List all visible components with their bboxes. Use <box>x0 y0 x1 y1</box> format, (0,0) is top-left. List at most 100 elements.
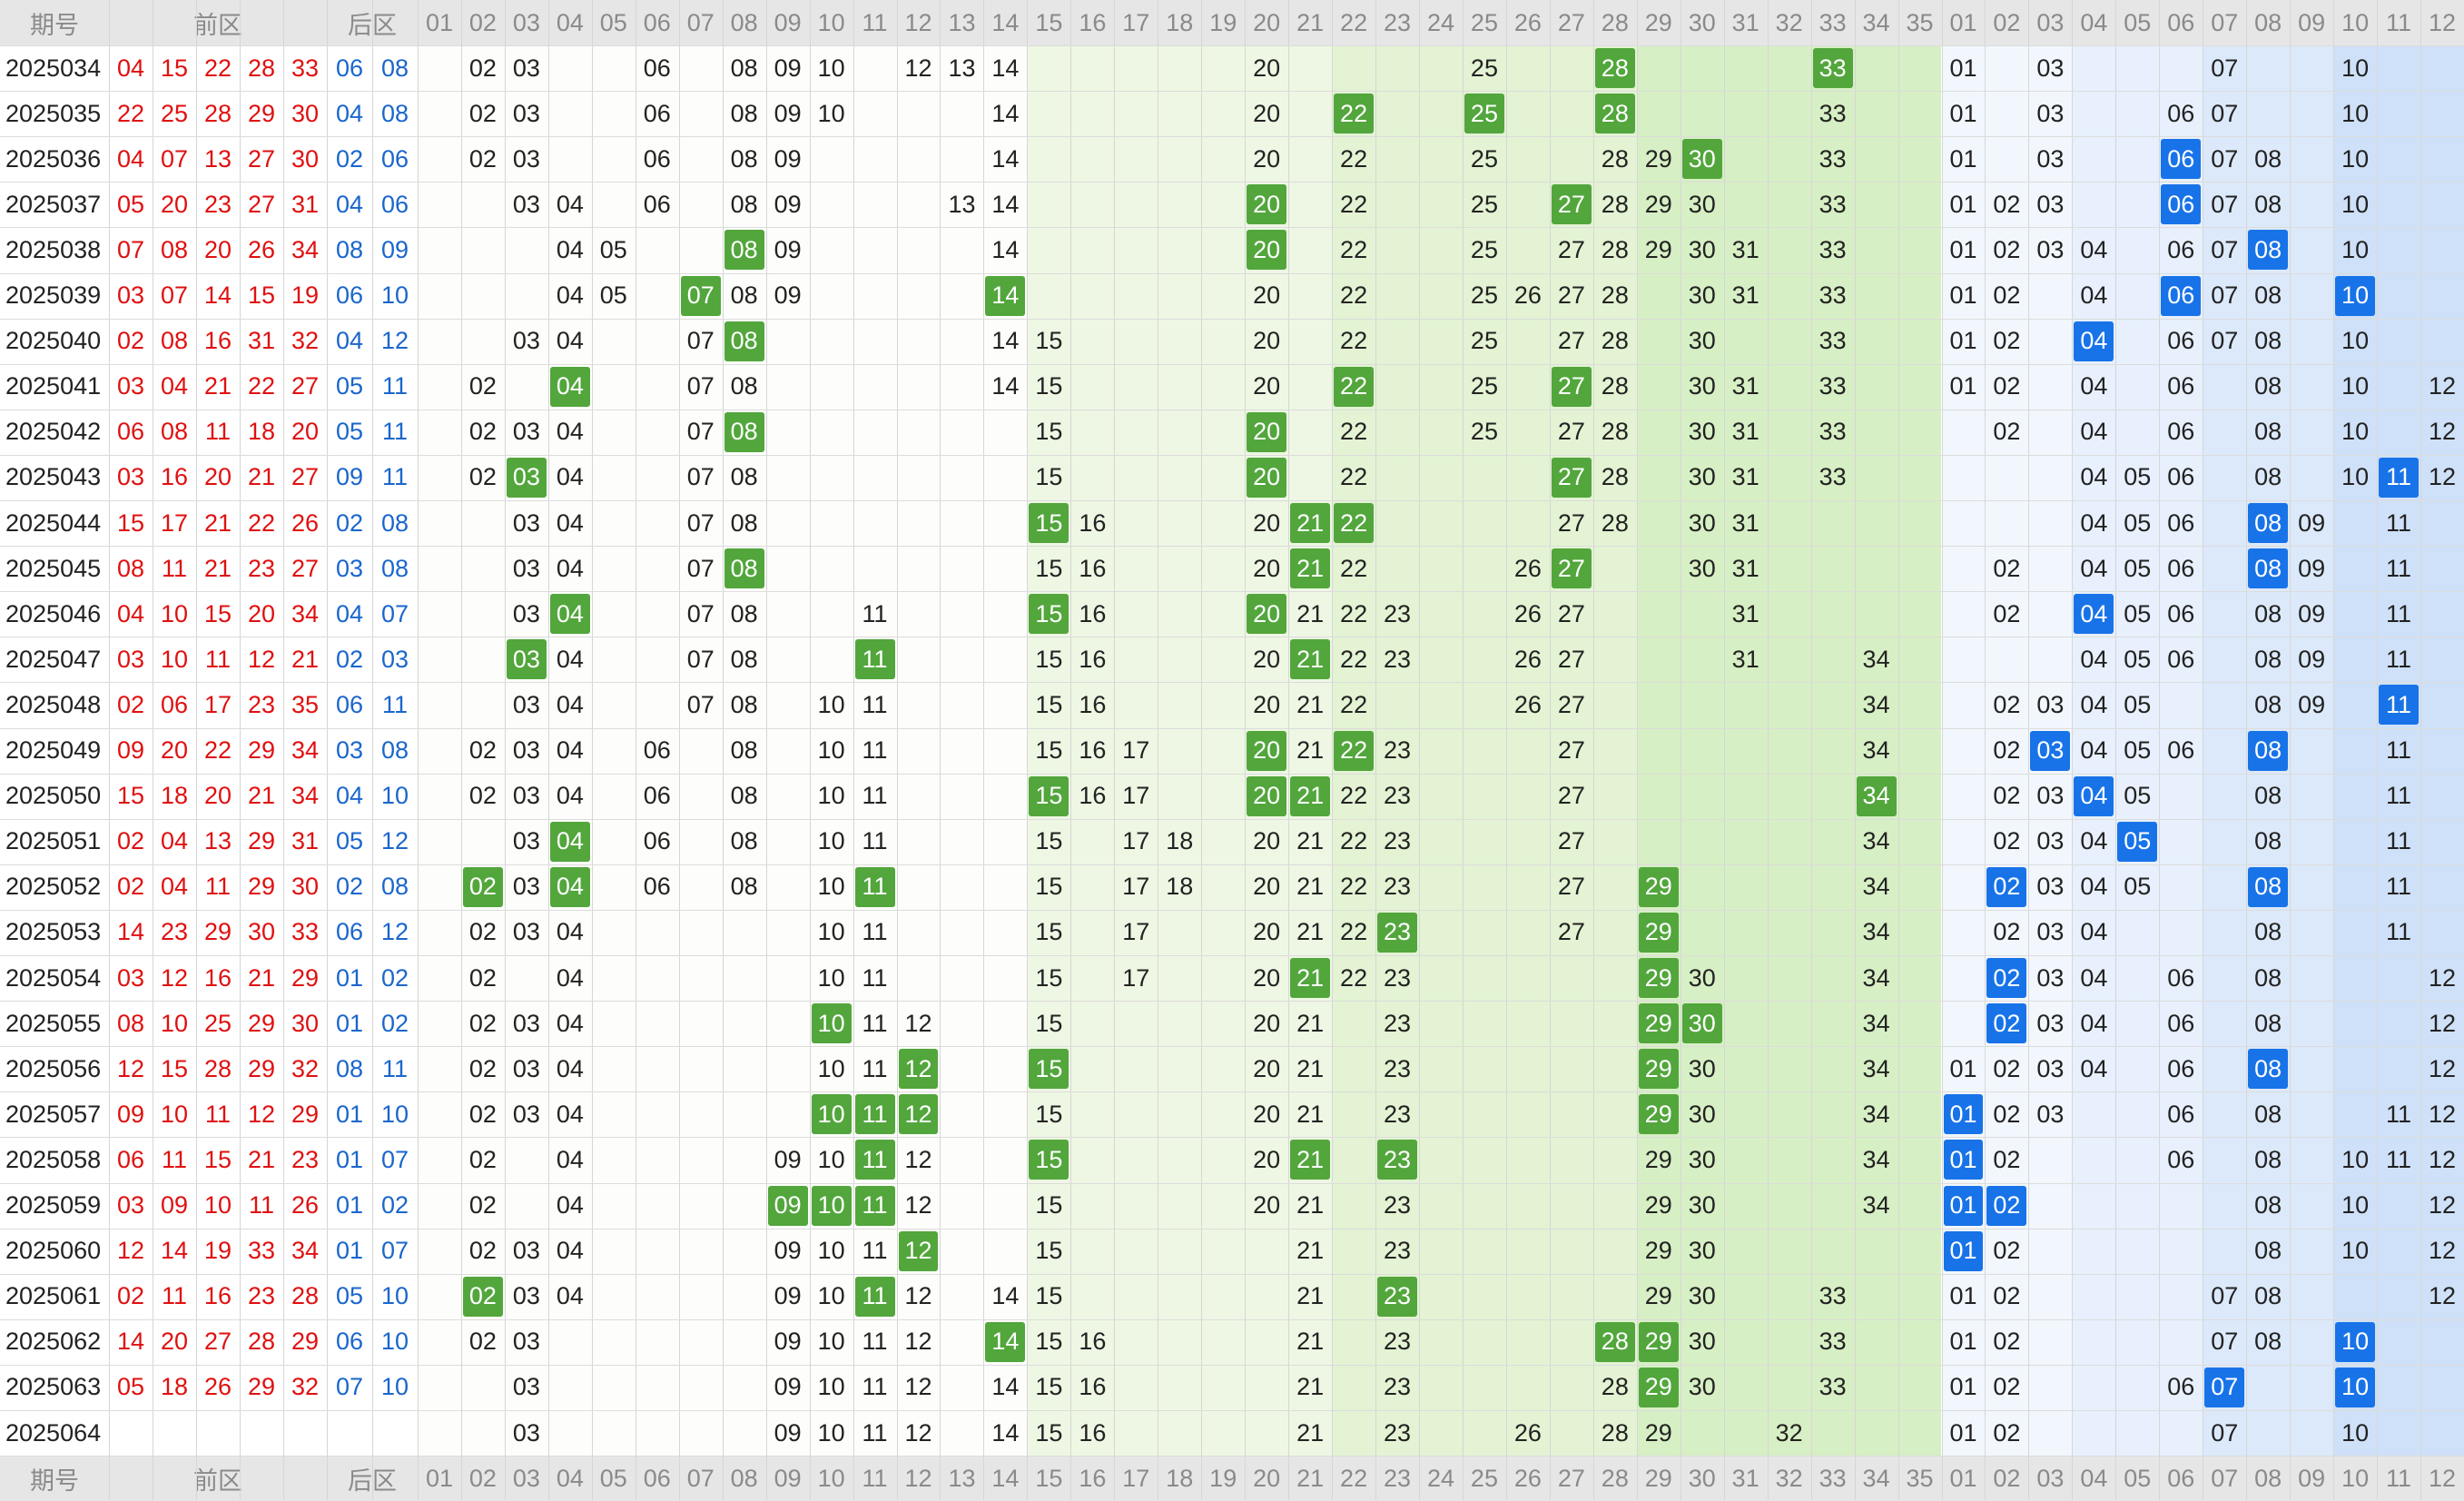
front-hit-marker: 21 <box>1290 548 1331 589</box>
front-hit-marker: 15 <box>1029 1140 1069 1180</box>
back-zone-number: 08 <box>2254 963 2282 992</box>
back-zone-number: 06 <box>2167 418 2195 446</box>
back-zone-number: 08 <box>2254 1237 2282 1265</box>
back-zone-number: 07 <box>2211 327 2239 355</box>
drawn-front-number: 21 <box>203 509 232 537</box>
header-front-col-03: 03 <box>504 0 548 45</box>
header-front-col-05: 05 <box>591 0 636 45</box>
front-zone-number: 34 <box>1862 1100 1890 1128</box>
front-zone-number: 31 <box>1731 372 1759 400</box>
grid-line-vertical <box>1897 0 1899 1500</box>
footer-front-col-24: 24 <box>1419 1456 1463 1501</box>
header-front-col-23: 23 <box>1375 0 1420 45</box>
issue-label: 2025062 <box>5 1328 102 1356</box>
drawn-front-number: 12 <box>116 1237 145 1265</box>
back-zone-number: 12 <box>2428 418 2457 446</box>
front-hit-marker: 10 <box>811 1094 852 1135</box>
front-zone-number: 09 <box>774 99 802 127</box>
back-zone-number: 02 <box>1993 418 2021 446</box>
drawn-front-number: 29 <box>247 1373 276 1401</box>
drawn-front-number: 14 <box>116 1328 145 1356</box>
back-hit-marker: 06 <box>2161 139 2202 180</box>
drawn-front-number: 22 <box>247 509 276 537</box>
front-zone-number: 15 <box>1035 1009 1063 1037</box>
issue-label: 2025042 <box>5 418 102 446</box>
drawn-front-number: 17 <box>160 509 189 537</box>
back-zone-number: 02 <box>1993 1100 2021 1128</box>
front-zone-number: 26 <box>1513 599 1542 627</box>
back-zone-number: 11 <box>2386 645 2412 673</box>
front-zone-number: 15 <box>1035 554 1063 582</box>
front-zone-number: 29 <box>1644 1191 1672 1220</box>
back-zone-number: 06 <box>2167 599 2195 627</box>
drawn-back-number: 07 <box>380 599 409 627</box>
issue-label: 2025055 <box>5 1009 102 1037</box>
zone-band <box>1332 45 1637 1457</box>
front-zone-number: 03 <box>512 690 540 718</box>
front-zone-number: 20 <box>1253 554 1281 582</box>
back-zone-number: 10 <box>2341 1237 2370 1265</box>
back-zone-number: 02 <box>1993 827 2021 855</box>
front-zone-number: 22 <box>1340 190 1368 218</box>
front-zone-number: 34 <box>1862 963 1890 992</box>
drawn-front-number: 30 <box>291 1009 320 1037</box>
drawn-front-number: 26 <box>291 509 320 537</box>
back-zone-number: 03 <box>2036 1100 2065 1128</box>
footer-back-col-01: 01 <box>1941 1456 1986 1501</box>
grid-line-vertical <box>240 0 241 1500</box>
front-hit-marker: 27 <box>1551 184 1592 225</box>
front-zone-number: 15 <box>1035 1282 1063 1310</box>
drawn-front-number: 06 <box>116 418 145 446</box>
front-zone-number: 21 <box>1296 1237 1325 1265</box>
front-zone-number: 15 <box>1035 963 1063 992</box>
front-zone-number: 20 <box>1253 327 1281 355</box>
drawn-front-number: 33 <box>247 1237 276 1265</box>
drawn-front-number: 04 <box>116 144 145 173</box>
grid-line-vertical <box>2246 0 2248 1500</box>
drawn-front-number: 27 <box>247 190 276 218</box>
front-zone-number: 07 <box>686 327 715 355</box>
front-hit-marker: 04 <box>549 866 590 907</box>
drawn-back-number: 02 <box>380 1191 409 1220</box>
footer-front-col-03: 03 <box>504 1456 548 1501</box>
front-zone-number: 15 <box>1035 1418 1063 1447</box>
back-hit-marker: 10 <box>2335 1321 2376 1362</box>
drawn-front-number: 21 <box>247 1145 276 1173</box>
front-zone-number: 21 <box>1296 873 1325 901</box>
header-back-col-09: 09 <box>2290 0 2334 45</box>
front-zone-number: 14 <box>991 235 1020 263</box>
back-zone-number: 07 <box>2211 1328 2239 1356</box>
front-zone-number: 33 <box>1818 418 1847 446</box>
drawn-front-number: 02 <box>116 690 145 718</box>
front-zone-number: 08 <box>730 281 758 310</box>
drawn-front-number: 22 <box>247 372 276 400</box>
front-zone-number: 04 <box>556 1054 584 1082</box>
back-zone-number: 02 <box>1993 190 2021 218</box>
drawn-front-number: 29 <box>247 1054 276 1082</box>
front-zone-number: 06 <box>643 99 671 127</box>
front-zone-number: 15 <box>1035 918 1063 946</box>
drawn-front-number: 20 <box>247 599 276 627</box>
back-zone-number: 12 <box>2428 1282 2457 1310</box>
front-zone-number: 16 <box>1079 599 1107 627</box>
back-zone-number: 08 <box>2254 1328 2282 1356</box>
front-zone-number: 04 <box>556 554 584 582</box>
front-zone-number: 22 <box>1340 645 1368 673</box>
back-zone-number: 05 <box>2124 463 2152 491</box>
header-back-col-05: 05 <box>2115 0 2160 45</box>
grid-line-horizontal <box>0 864 2464 865</box>
drawn-front-number: 03 <box>116 963 145 992</box>
issue-label: 2025054 <box>5 963 102 992</box>
issue-label: 2025063 <box>5 1373 102 1401</box>
front-zone-number: 30 <box>1688 1328 1716 1356</box>
drawn-back-number: 10 <box>380 1373 409 1401</box>
back-zone-number: 08 <box>2254 782 2282 810</box>
front-zone-number: 30 <box>1688 1373 1716 1401</box>
back-zone-number: 08 <box>2254 1009 2282 1037</box>
drawn-front-number: 04 <box>160 873 189 901</box>
front-hit-marker: 20 <box>1247 230 1287 271</box>
front-zone-number: 03 <box>512 827 540 855</box>
front-zone-number: 15 <box>1035 1191 1063 1220</box>
drawn-front-number: 15 <box>116 509 145 537</box>
drawn-back-number: 04 <box>335 782 364 810</box>
